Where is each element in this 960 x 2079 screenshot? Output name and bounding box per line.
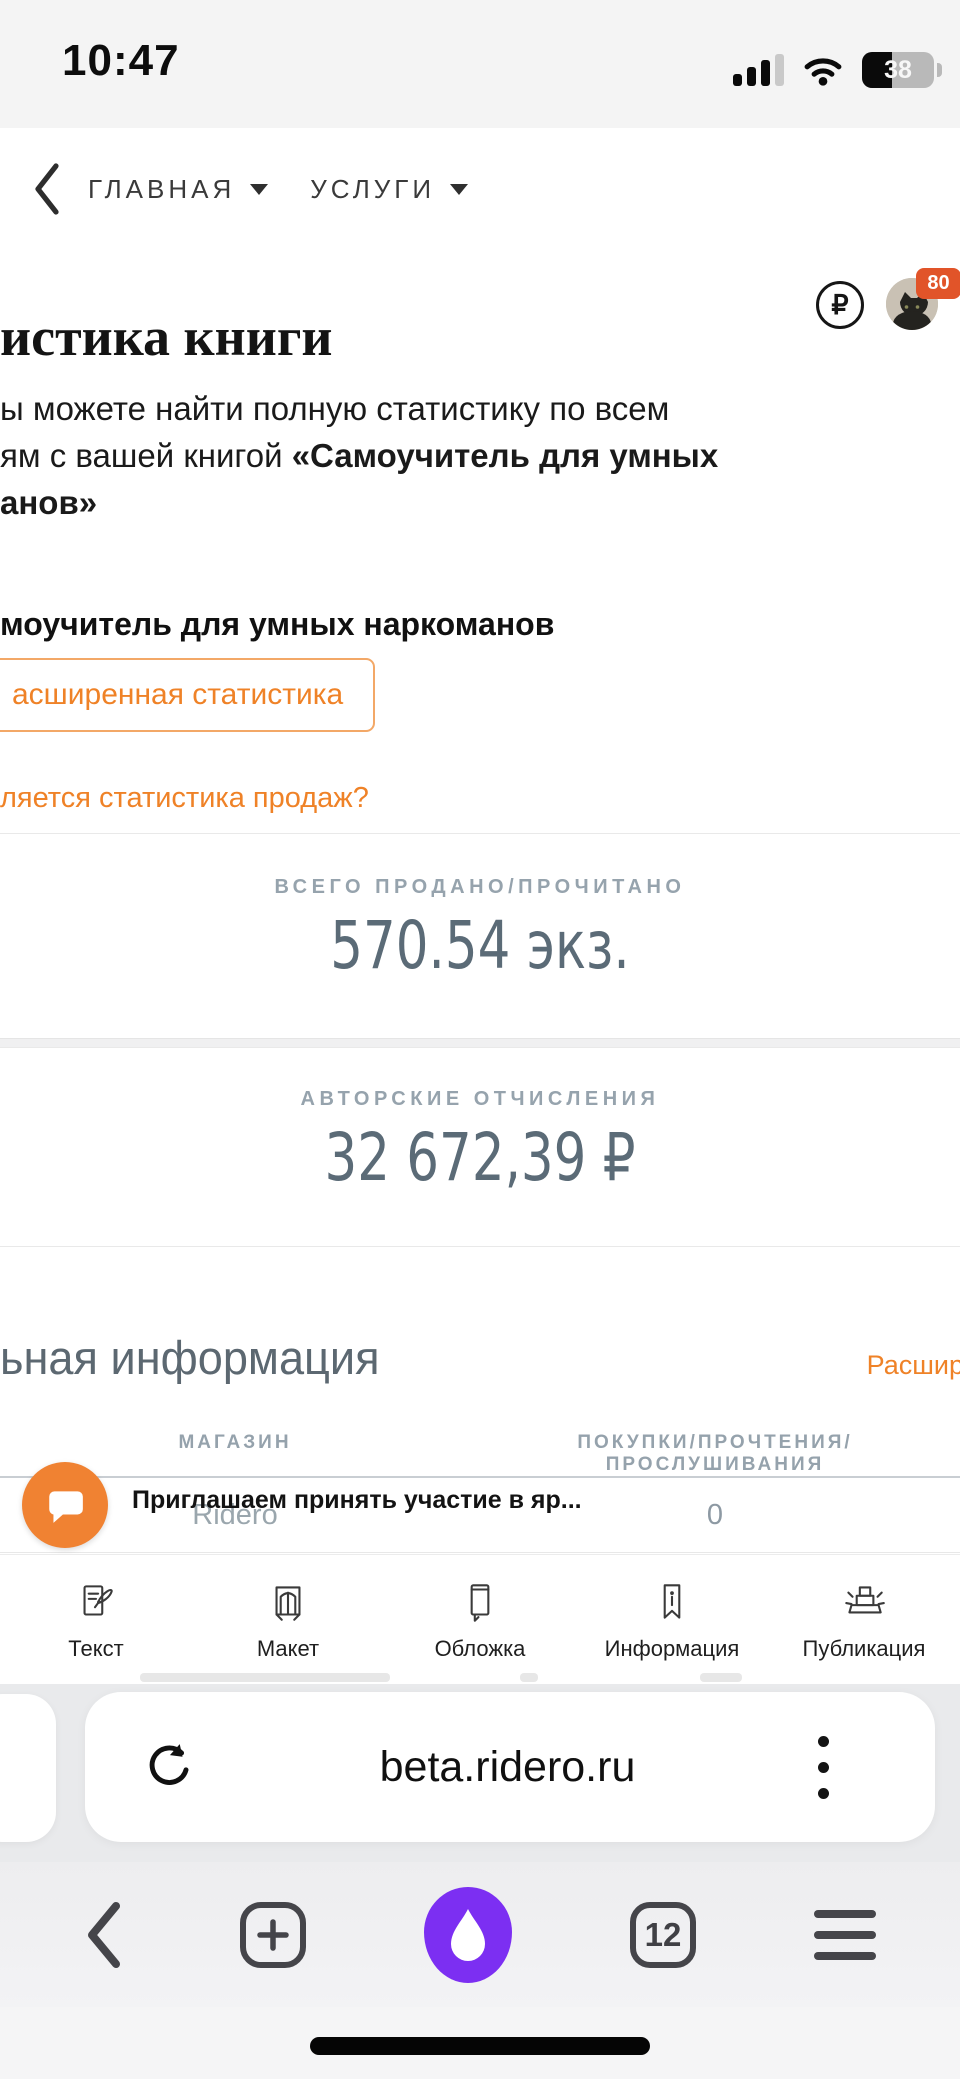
tab-counter-button[interactable]: 12 <box>630 1901 696 1968</box>
nav-menu: ГЛАВНАЯ УСЛУГИ <box>88 128 469 250</box>
intro-line-3: анов» <box>0 484 97 522</box>
column-store: МАГАЗИН <box>178 1432 292 1453</box>
intro-line-2-bold: «Самоучитель для умных <box>291 437 719 474</box>
back-chevron-icon[interactable] <box>34 162 60 216</box>
tab-label: Текст <box>68 1636 124 1661</box>
browser-back-button[interactable] <box>84 1900 122 1970</box>
stat-label: АВТОРСКИЕ ОТЧИСЛЕНИЯ <box>300 1088 660 1110</box>
ruble-circle-icon[interactable]: ₽ <box>816 281 864 329</box>
chevron-down-icon <box>450 183 469 195</box>
tab-info[interactable]: Информация <box>576 1555 768 1684</box>
alice-drop-icon <box>451 1908 485 1961</box>
clock: 10:47 <box>62 36 180 85</box>
browser-chrome: beta.ridero.ru 12 <box>0 1684 960 2079</box>
battery-nub <box>937 63 942 77</box>
stats-section: ВСЕГО ПРОДАНО/ПРОЧИТАНО 570.54 экз. АВТО… <box>0 833 960 1247</box>
browser-menu-button[interactable] <box>814 1909 876 1960</box>
nav-item-uslugi[interactable]: УСЛУГИ <box>310 173 469 205</box>
tab-text[interactable]: Текст <box>0 1555 192 1684</box>
status-bar: 10:47 38 <box>0 0 960 128</box>
info-bookmark-icon <box>663 1584 681 1619</box>
new-tab-plus-icon <box>257 1918 289 1951</box>
stat-value: 570.54 экз. <box>330 907 630 984</box>
ruble-glyph: ₽ <box>831 289 849 320</box>
stat-value: 32 672,39 ₽ <box>324 1119 636 1196</box>
stat-card-sold: ВСЕГО ПРОДАНО/ПРОЧИТАНО 570.54 экз. <box>0 833 960 1038</box>
wifi-icon <box>804 58 842 86</box>
tab-cover[interactable]: Обложка <box>384 1555 576 1684</box>
nav-item-label: УСЛУГИ <box>310 173 436 204</box>
stat-divider <box>0 1246 960 1247</box>
table-row: Ridero 0 <box>0 1478 960 1553</box>
store-cell: Ridero <box>192 1498 278 1531</box>
refresh-icon[interactable] <box>141 1739 197 1795</box>
nav-item-glavnaya[interactable]: ГЛАВНАЯ <box>88 173 269 205</box>
omnibox-row: beta.ridero.ru <box>0 1684 960 1862</box>
value-cell: 0 <box>706 1498 724 1531</box>
tab-layout[interactable]: Макет <box>192 1555 384 1684</box>
chevron-down-icon <box>250 183 269 195</box>
url-text: beta.ridero.ru <box>379 1742 636 1791</box>
book-title: моучитель для умных наркоманов <box>0 606 555 642</box>
chat-bubble-icon <box>49 1491 83 1523</box>
column-purchases: ПОКУПКИ/ПРОЧТЕНИЯ/ПРОСЛУШИВАНИЯ <box>577 1432 853 1475</box>
stat-card-royalties: АВТОРСКИЕ ОТЧИСЛЕНИЯ 32 672,39 ₽ <box>0 1047 960 1246</box>
cover-icon <box>470 1584 490 1622</box>
publish-press-icon <box>845 1586 885 1614</box>
tab-publish[interactable]: Публикация <box>768 1555 960 1684</box>
kebab-menu-icon[interactable] <box>818 1735 829 1799</box>
extended-stats-button[interactable]: асширенная статистика <box>0 658 376 732</box>
stat-divider <box>0 1038 960 1047</box>
adjacent-card[interactable] <box>0 1694 56 1842</box>
address-bar[interactable]: beta.ridero.ru <box>85 1692 935 1842</box>
nav-item-label: ГЛАВНАЯ <box>88 173 236 204</box>
browser-toolbar: 12 <box>0 1862 960 2007</box>
tab-label: Макет <box>256 1636 320 1661</box>
signal-icon <box>733 54 784 86</box>
clipped-page-text <box>520 1673 538 1682</box>
toast-message[interactable]: Приглашаем принять участие в яр... <box>132 1486 582 1514</box>
site-navbar: ГЛАВНАЯ УСЛУГИ ₽ 80 <box>0 128 960 330</box>
details-extended-link[interactable]: Расшир <box>866 1350 960 1380</box>
tab-count-value: 12 <box>644 1915 682 1953</box>
app-tabbar: Текст Макет Обложка <box>0 1554 960 1684</box>
intro-line-3-bold: анов» <box>0 484 98 521</box>
alice-assistant-button[interactable] <box>424 1886 512 1983</box>
battery-icon: 38 <box>862 52 934 88</box>
home-indicator[interactable] <box>310 2037 650 2055</box>
sales-stats-link[interactable]: ляется статистика продаж? <box>0 782 369 814</box>
new-tab-button[interactable] <box>240 1901 306 1968</box>
clipped-page-text <box>140 1673 390 1682</box>
intro-line-2-regular: ям с вашей книгой <box>0 437 292 474</box>
text-page-icon <box>83 1585 113 1616</box>
status-icons: 38 <box>733 52 942 88</box>
tab-label: Информация <box>604 1636 740 1661</box>
intro-line-2: ям с вашей книгой «Самоучитель для умных <box>0 437 718 475</box>
details-heading: ьная информация <box>0 1331 380 1384</box>
page-title: истика книги <box>0 307 333 367</box>
tab-label: Публикация <box>802 1636 926 1661</box>
intro-line-1: ы можете найти полную статистику по всем <box>0 390 670 427</box>
notification-badge: 80 <box>916 268 960 299</box>
chat-widget-button[interactable] <box>22 1462 108 1548</box>
layout-book-icon <box>275 1586 301 1621</box>
stat-label: ВСЕГО ПРОДАНО/ПРОЧИТАНО <box>274 876 686 898</box>
table-header: МАГАЗИН ПОКУПКИ/ПРОЧТЕНИЯ/ПРОСЛУШИВАНИЯ <box>0 1432 960 1478</box>
clipped-page-text <box>700 1673 742 1682</box>
battery-percent: 38 <box>884 55 912 84</box>
home-indicator-zone <box>0 2007 960 2079</box>
tab-label: Обложка <box>434 1636 526 1661</box>
